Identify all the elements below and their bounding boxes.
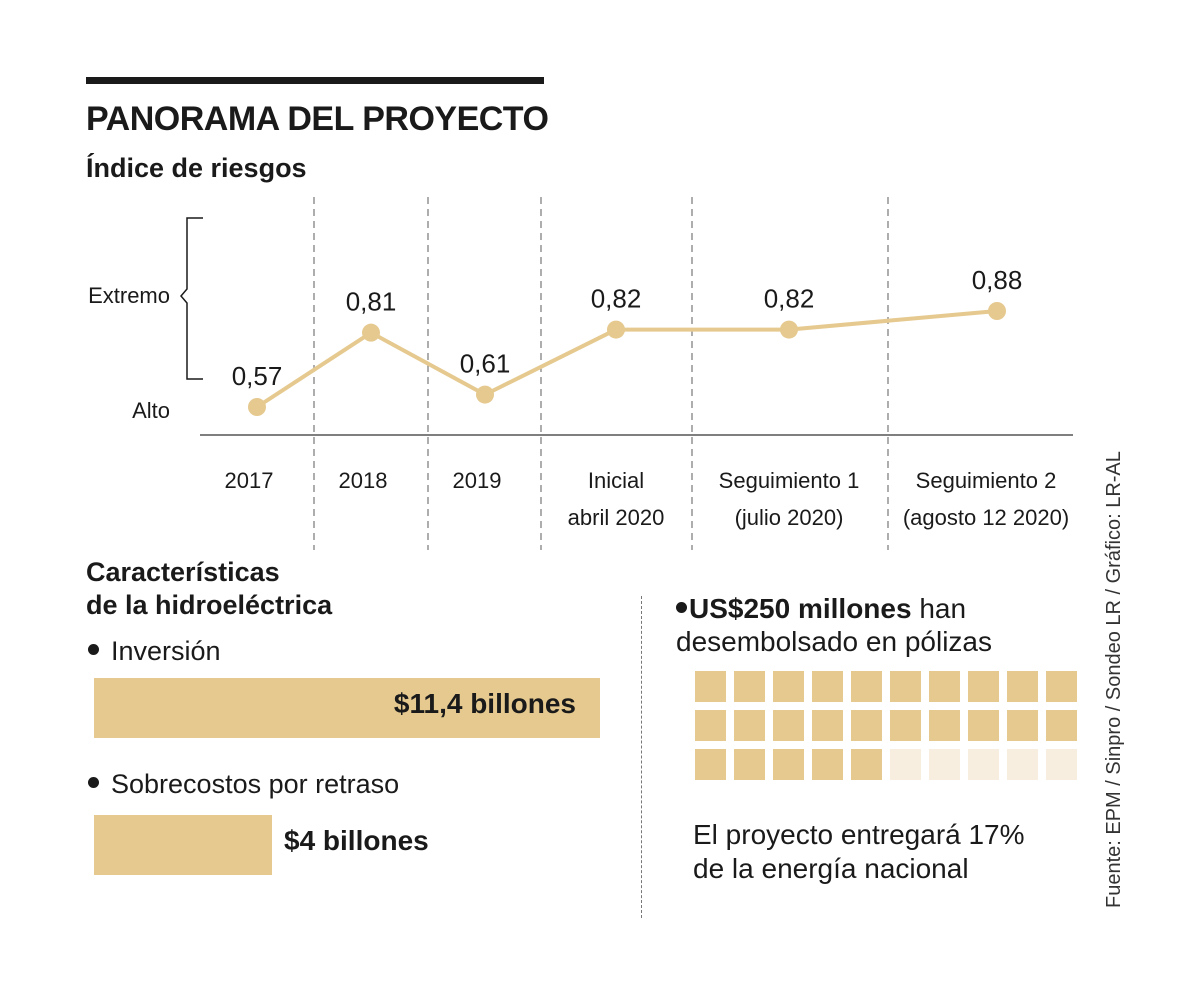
features-title-line1: Características (86, 557, 280, 587)
policy-square-filled (734, 749, 765, 780)
source-credit: Fuente: EPM / Sinpro / Sondeo LR / Gráfi… (1103, 451, 1125, 908)
policy-square-empty (968, 749, 999, 780)
data-point (362, 323, 380, 342)
policy-square-empty (890, 749, 921, 780)
bullet-icon (88, 644, 99, 656)
chart-title: Índice de riesgos (86, 153, 307, 183)
policy-square-filled (1007, 671, 1038, 702)
policy-square-empty (1046, 749, 1077, 780)
investment-value: $11,4 billones (393, 688, 576, 719)
policy-square-empty (1007, 749, 1038, 780)
x-tick-label: 2017 (225, 468, 274, 493)
policy-square-filled (851, 671, 882, 702)
policies-square-grid (695, 671, 1077, 786)
overrun-label: Sobrecostos por retraso (111, 769, 400, 799)
policies-line2: desembolsado en pólizas (676, 626, 992, 657)
policy-square-filled (773, 671, 804, 702)
x-tick-label: 2018 (339, 468, 388, 493)
policy-square-filled (812, 749, 843, 780)
policy-square-filled (734, 710, 765, 741)
data-point (607, 320, 625, 339)
page-title: PANORAMA DEL PROYECTO (86, 100, 549, 138)
x-tick-label: Inicial (588, 468, 644, 493)
policy-square-filled (695, 749, 726, 780)
policy-square-filled (812, 710, 843, 741)
policies-stat: US$250 millones han desembolsado en póli… (676, 592, 992, 658)
overrun-value: $4 billones (284, 825, 429, 856)
x-tick-label: Seguimiento 1 (719, 468, 860, 493)
y-band-label-extremo: Extremo (88, 283, 170, 308)
header-rule (86, 77, 544, 84)
policy-square-filled (851, 710, 882, 741)
features-title: Características de la hidroeléctrica (86, 556, 332, 622)
policy-square-filled (968, 710, 999, 741)
data-point (780, 320, 798, 339)
policies-line1: US$250 millones han (676, 592, 992, 625)
data-label: 0,57 (232, 361, 283, 391)
risk-index-line (255, 309, 998, 409)
investment-label-row: Inversión (88, 636, 221, 667)
x-tick-label: Seguimiento 2 (916, 468, 1057, 493)
policy-square-filled (812, 671, 843, 702)
x-tick-label: (agosto 12 2020) (903, 505, 1069, 530)
x-tick-label: (julio 2020) (735, 505, 844, 530)
policy-square-filled (1046, 671, 1077, 702)
policy-square-empty (929, 749, 960, 780)
x-tick-label: 2019 (453, 468, 502, 493)
overrun-label-row: Sobrecostos por retraso (88, 769, 399, 800)
energy-note-line1: El proyecto entregará 17% (693, 819, 1025, 850)
policy-square-filled (695, 671, 726, 702)
data-label: 0,61 (460, 349, 511, 379)
investment-label: Inversión (111, 636, 221, 666)
y-band-label-alto: Alto (132, 398, 170, 423)
policy-square-filled (1007, 710, 1038, 741)
data-label: 0,82 (591, 284, 642, 314)
data-point (988, 302, 1006, 320)
features-title-line2: de la hidroeléctrica (86, 590, 333, 620)
policy-square-filled (773, 710, 804, 741)
overrun-bar (94, 815, 272, 875)
policy-square-filled (890, 710, 921, 741)
data-label: 0,88 (972, 265, 1023, 295)
bullet-icon (676, 602, 687, 614)
policy-square-filled (890, 671, 921, 702)
policies-text1: han (911, 593, 967, 624)
policy-square-filled (1046, 710, 1077, 741)
extremo-bracket (180, 217, 203, 380)
policy-square-filled (968, 671, 999, 702)
x-tick-label: abril 2020 (568, 505, 665, 530)
data-point (248, 398, 266, 416)
policy-square-filled (929, 710, 960, 741)
policy-square-filled (851, 749, 882, 780)
policy-square-filled (929, 671, 960, 702)
section-divider (641, 596, 642, 918)
policy-square-filled (695, 710, 726, 741)
bullet-icon (88, 777, 99, 789)
energy-note-line2: de la energía nacional (693, 853, 969, 884)
policy-square-filled (773, 749, 804, 780)
investment-bar (94, 678, 600, 738)
data-label: 0,82 (764, 284, 815, 314)
energy-note: El proyecto entregará 17% de la energía … (693, 818, 1025, 886)
data-point (476, 385, 494, 404)
policies-amount: US$250 millones (689, 593, 912, 624)
risk-index-chart: Extremo Alto 0,57 0,81 0,61 0,82 0,82 0,88 2017 2… (88, 197, 1073, 550)
data-label: 0,81 (346, 287, 397, 317)
policy-square-filled (734, 671, 765, 702)
